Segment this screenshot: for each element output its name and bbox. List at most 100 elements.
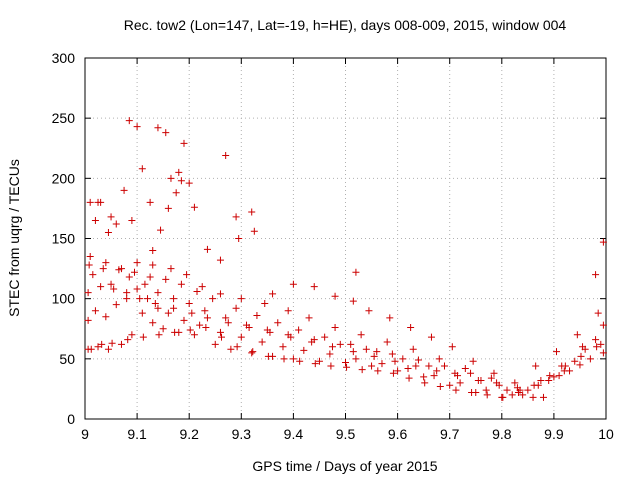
data-point — [561, 362, 569, 370]
data-point — [203, 245, 211, 253]
data-point — [446, 381, 454, 389]
data-point — [112, 301, 120, 309]
data-point — [483, 391, 491, 399]
data-point — [186, 326, 194, 334]
data-point — [94, 198, 102, 206]
data-point — [448, 343, 456, 351]
y-tick-label: 250 — [52, 110, 76, 126]
data-point — [279, 343, 287, 351]
data-point — [593, 343, 601, 351]
data-point — [514, 389, 522, 397]
data-point — [374, 367, 382, 375]
data-point — [128, 331, 136, 339]
data-point — [177, 177, 185, 185]
data-point — [136, 295, 144, 303]
data-point — [503, 386, 511, 394]
data-point — [97, 283, 105, 291]
data-point — [358, 366, 366, 374]
x-tick-label: 9.5 — [336, 426, 356, 442]
data-point — [171, 328, 179, 336]
chart-title: Rec. tow2 (Lon=147, Lat=-19, h=HE), days… — [124, 17, 567, 33]
data-point — [188, 309, 196, 317]
x-axis-label: GPS time / Days of year 2015 — [252, 458, 437, 474]
data-point — [198, 283, 206, 291]
data-point — [365, 307, 373, 315]
data-point — [305, 314, 313, 322]
data-point — [216, 328, 224, 336]
data-point — [125, 117, 133, 125]
y-tick-label: 300 — [52, 50, 76, 66]
data-point — [519, 391, 527, 399]
data-point — [461, 364, 469, 372]
data-point — [427, 333, 435, 341]
data-point — [399, 355, 407, 363]
data-point — [138, 165, 146, 173]
data-point — [289, 355, 297, 363]
data-point — [183, 271, 191, 279]
data-point — [310, 283, 318, 291]
data-point — [216, 290, 224, 298]
data-point — [154, 289, 162, 297]
data-point — [456, 379, 464, 387]
data-point — [237, 295, 245, 303]
data-point — [555, 372, 563, 380]
data-point — [117, 340, 125, 348]
data-point — [308, 338, 316, 346]
data-point — [405, 374, 413, 382]
data-point — [414, 356, 422, 364]
data-point — [274, 319, 282, 327]
data-points — [84, 117, 607, 401]
data-point — [149, 261, 157, 269]
data-point — [261, 299, 269, 307]
data-point — [352, 355, 360, 363]
data-point — [164, 204, 172, 212]
data-point — [599, 349, 607, 357]
data-point — [248, 208, 256, 216]
data-point — [170, 295, 178, 303]
data-point — [130, 268, 138, 276]
data-point — [128, 216, 136, 224]
y-tick-label: 50 — [59, 351, 75, 367]
data-point — [289, 280, 297, 288]
data-point — [433, 367, 441, 375]
x-tick-label: 9.8 — [492, 426, 512, 442]
data-point — [269, 290, 277, 298]
data-point — [370, 352, 378, 360]
data-point — [362, 345, 370, 353]
data-point — [249, 348, 257, 356]
data-point — [235, 235, 243, 242]
data-point — [91, 216, 99, 224]
data-point — [295, 326, 303, 334]
data-point — [112, 220, 120, 228]
data-point — [248, 349, 256, 357]
data-point — [597, 340, 605, 348]
data-point — [209, 295, 217, 303]
data-point — [311, 360, 319, 368]
data-point — [352, 268, 360, 276]
data-point — [233, 343, 241, 351]
data-point — [123, 289, 131, 297]
data-point — [389, 369, 397, 377]
data-point — [222, 314, 230, 322]
data-point — [327, 362, 335, 370]
data-point — [412, 362, 420, 370]
data-point — [566, 367, 574, 375]
data-point — [117, 265, 125, 273]
data-point — [185, 299, 193, 307]
data-point — [328, 343, 336, 351]
data-point — [133, 285, 141, 293]
data-point — [300, 346, 308, 354]
data-point — [537, 376, 545, 384]
data-point — [193, 287, 201, 295]
data-point — [331, 324, 339, 332]
data-point — [232, 213, 240, 221]
data-point — [287, 333, 295, 341]
data-point — [196, 321, 204, 329]
data-point — [586, 355, 594, 363]
data-point — [508, 391, 516, 399]
data-point — [146, 198, 154, 206]
y-tick-label: 100 — [52, 291, 76, 307]
data-point — [155, 331, 163, 339]
data-point — [253, 312, 261, 320]
